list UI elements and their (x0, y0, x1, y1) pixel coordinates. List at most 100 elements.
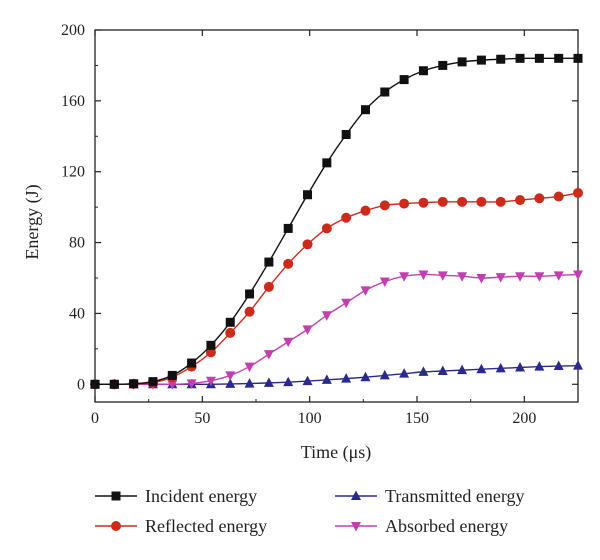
point-incident-energy-16 (399, 75, 409, 85)
legend-label-absorbed: Absorbed energy (385, 516, 508, 536)
legend-item-reflected: Reflected energy (95, 516, 267, 536)
legend-label-incident: Incident energy (145, 486, 257, 506)
y-tick-label-3: 120 (61, 164, 85, 181)
point-incident-energy-15 (380, 87, 390, 97)
point-reflected-energy-23 (534, 193, 545, 204)
point-transmitted-energy-9 (263, 377, 274, 387)
point-reflected-energy-18 (437, 196, 448, 207)
y-tick-label-2: 80 (69, 235, 85, 252)
axes (94, 29, 579, 403)
point-reflected-energy-19 (457, 196, 468, 207)
point-absorbed-energy-24 (553, 271, 564, 281)
point-incident-energy-5 (187, 358, 197, 368)
point-incident-energy-10 (283, 223, 293, 233)
y-axis-label: Energy (J) (22, 184, 43, 259)
series-layer (90, 53, 583, 390)
series-line-transmitted-energy (95, 364, 579, 386)
series-reflected-energy (90, 187, 583, 390)
point-absorbed-energy-9 (263, 350, 274, 360)
point-absorbed-energy-17 (418, 270, 429, 280)
point-incident-energy-13 (341, 130, 351, 140)
point-reflected-energy-24 (553, 191, 564, 202)
point-transmitted-energy-13 (341, 373, 352, 383)
x-tick-label-3: 150 (405, 410, 429, 427)
point-incident-energy-14 (360, 105, 370, 115)
point-absorbed-energy-10 (283, 337, 294, 348)
y-tick-label-5: 200 (61, 22, 85, 39)
point-transmitted-energy-12 (321, 374, 332, 384)
x-tick-label-1: 50 (194, 410, 210, 427)
x-tick-label-2: 100 (298, 410, 322, 427)
point-reflected-energy-15 (379, 200, 390, 211)
series-absorbed-energy (90, 270, 583, 390)
legend-label-transmitted: Transmitted energy (385, 486, 525, 506)
point-transmitted-energy-22 (515, 361, 526, 372)
point-absorbed-energy-18 (437, 271, 448, 281)
legend-marker-absorbed (335, 522, 377, 532)
point-absorbed-energy-5 (186, 379, 197, 389)
point-transmitted-energy-18 (437, 365, 448, 375)
legend-marker-reflected (95, 521, 137, 531)
point-absorbed-energy-8 (244, 362, 255, 373)
point-absorbed-energy-19 (457, 272, 468, 282)
point-incident-energy-12 (322, 158, 332, 168)
point-reflected-energy-10 (283, 258, 294, 269)
point-absorbed-energy-6 (205, 376, 216, 387)
point-reflected-energy-14 (360, 205, 371, 216)
point-transmitted-energy-10 (283, 376, 294, 387)
point-reflected-energy-13 (341, 212, 352, 223)
legend: Incident energy Transmitted energy Refle… (95, 486, 525, 536)
point-absorbed-energy-25 (573, 270, 583, 280)
point-incident-energy-3 (148, 377, 158, 387)
point-transmitted-energy-20 (476, 363, 487, 374)
point-absorbed-energy-20 (476, 274, 487, 284)
legend-marker-incident (95, 491, 137, 501)
point-transmitted-energy-17 (418, 366, 429, 376)
point-incident-energy-18 (438, 60, 448, 70)
legend-item-transmitted: Transmitted energy (335, 486, 525, 506)
legend-item-incident: Incident energy (95, 486, 257, 506)
point-absorbed-energy-12 (321, 311, 332, 321)
point-transmitted-energy-7 (225, 378, 236, 388)
point-absorbed-energy-13 (341, 298, 352, 309)
y-tick-label-0: 0 (77, 376, 85, 393)
x-axis-label: Time (μs) (301, 442, 372, 463)
point-absorbed-energy-16 (399, 272, 410, 282)
x-tick-label-4: 200 (512, 410, 536, 427)
point-reflected-energy-21 (495, 196, 506, 207)
point-transmitted-energy-25 (573, 360, 583, 370)
x-tick-label-0: 0 (91, 410, 99, 427)
point-absorbed-energy-15 (379, 277, 390, 288)
point-incident-energy-24 (554, 53, 564, 63)
point-incident-energy-2 (129, 379, 139, 389)
point-reflected-energy-9 (263, 281, 274, 292)
point-reflected-energy-8 (244, 306, 255, 317)
point-reflected-energy-25 (573, 187, 583, 198)
point-reflected-energy-17 (418, 197, 429, 208)
point-absorbed-energy-11 (302, 325, 313, 335)
point-reflected-energy-7 (225, 327, 236, 338)
series-line-incident-energy (94, 57, 578, 386)
point-transmitted-energy-11 (302, 375, 313, 386)
point-absorbed-energy-7 (225, 371, 236, 381)
point-incident-energy-23 (534, 53, 544, 63)
point-incident-energy-20 (476, 55, 486, 65)
point-transmitted-energy-16 (399, 368, 410, 378)
point-incident-energy-22 (515, 53, 525, 63)
legend-symbol-absorbed-energy (351, 522, 361, 532)
point-reflected-energy-20 (476, 196, 487, 207)
point-incident-energy-1 (109, 379, 119, 389)
series-line-reflected-energy (94, 192, 579, 386)
point-incident-energy-17 (418, 66, 428, 76)
y-tick-label-1: 40 (69, 305, 85, 322)
point-transmitted-energy-24 (553, 360, 564, 371)
series-incident-energy (90, 53, 583, 389)
point-incident-energy-11 (303, 190, 313, 200)
point-incident-energy-9 (264, 257, 274, 267)
point-incident-energy-6 (206, 340, 216, 350)
point-incident-energy-19 (457, 57, 467, 67)
point-incident-energy-7 (225, 317, 235, 327)
point-transmitted-energy-8 (244, 378, 255, 388)
point-absorbed-energy-23 (534, 272, 545, 282)
